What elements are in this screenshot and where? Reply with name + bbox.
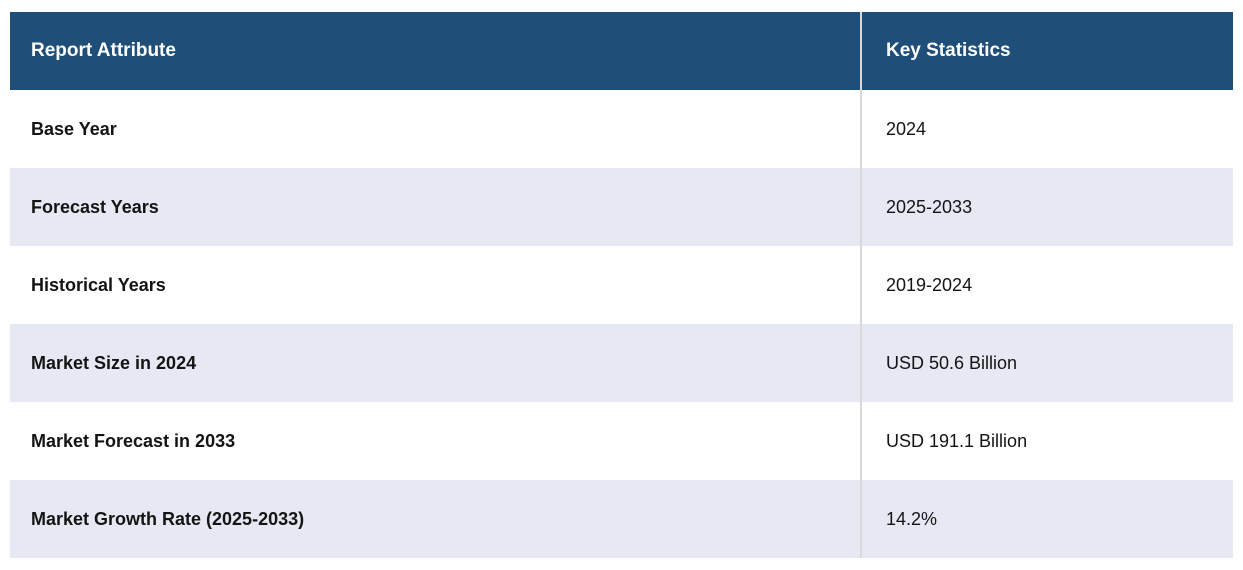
report-statistics-table: Report Attribute Key Statistics Base Yea… [10,12,1233,558]
attribute-cell: Market Growth Rate (2025-2033) [10,480,862,558]
value-cell: USD 191.1 Billion [862,402,1233,480]
table-header: Report Attribute Key Statistics [10,12,1233,90]
value-cell: 2025-2033 [862,168,1233,246]
header-row: Report Attribute Key Statistics [10,12,1233,90]
table-body: Base Year 2024 Forecast Years 2025-2033 … [10,90,1233,558]
value-cell: USD 50.6 Billion [862,324,1233,402]
value-cell: 2024 [862,90,1233,168]
value-cell: 2019-2024 [862,246,1233,324]
value-cell: 14.2% [862,480,1233,558]
attribute-cell: Market Size in 2024 [10,324,862,402]
column-header-report-attribute: Report Attribute [10,12,862,90]
table-row-historical-years: Historical Years 2019-2024 [10,246,1233,324]
attribute-cell: Base Year [10,90,862,168]
attribute-cell: Market Forecast in 2033 [10,402,862,480]
attribute-cell: Historical Years [10,246,862,324]
table-row-market-growth-rate: Market Growth Rate (2025-2033) 14.2% [10,480,1233,558]
attribute-cell: Forecast Years [10,168,862,246]
table-row-market-forecast-2033: Market Forecast in 2033 USD 191.1 Billio… [10,402,1233,480]
table-row-forecast-years: Forecast Years 2025-2033 [10,168,1233,246]
table-row-base-year: Base Year 2024 [10,90,1233,168]
table-row-market-size-2024: Market Size in 2024 USD 50.6 Billion [10,324,1233,402]
column-header-key-statistics: Key Statistics [862,12,1233,90]
